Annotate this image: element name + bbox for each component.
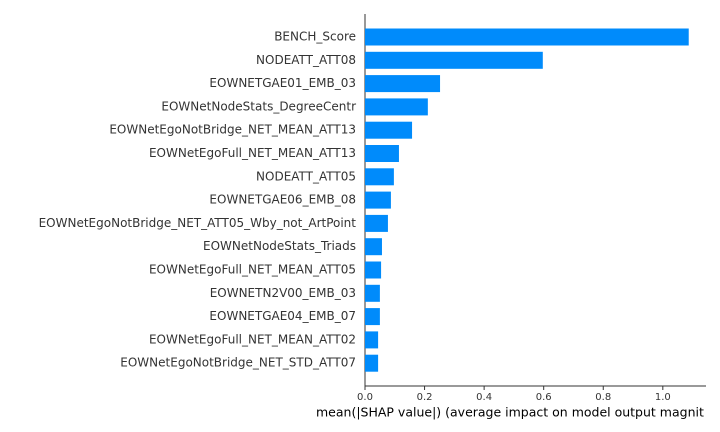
y-tick-label: EOWNetEgoNotBridge_NET_MEAN_ATT13 bbox=[109, 123, 356, 137]
bar bbox=[365, 145, 399, 162]
bar bbox=[365, 28, 689, 46]
y-tick-label: EOWNetEgoFull_NET_MEAN_ATT05 bbox=[149, 263, 356, 277]
y-tick-label: EOWNetNodeStats_DegreeCentr bbox=[161, 99, 356, 113]
bar bbox=[365, 51, 543, 69]
bar bbox=[365, 214, 388, 232]
x-tick-label: 1.0 bbox=[655, 392, 671, 403]
x-tick-label: 0.4 bbox=[476, 392, 492, 403]
x-tick-label: 0.8 bbox=[595, 392, 611, 403]
bar bbox=[365, 238, 382, 256]
bar bbox=[365, 75, 441, 93]
y-tick-label: NODEATT_ATT05 bbox=[256, 169, 356, 183]
x-tick-label: 0.2 bbox=[417, 392, 433, 403]
bar bbox=[365, 284, 380, 302]
bar bbox=[365, 261, 382, 279]
y-tick-label: EOWNETGAE04_EMB_07 bbox=[209, 309, 356, 323]
y-tick-label: EOWNetEgoNotBridge_NET_ATT05_Wby_not_Art… bbox=[39, 216, 357, 230]
bar bbox=[365, 168, 394, 186]
bar bbox=[365, 354, 379, 372]
x-tick-label: 0.0 bbox=[357, 392, 373, 403]
bar bbox=[365, 191, 391, 209]
x-tick-label: 0.6 bbox=[536, 392, 552, 403]
y-tick-label: EOWNetEgoNotBridge_NET_STD_ATT07 bbox=[120, 356, 356, 370]
bar bbox=[365, 121, 413, 139]
bar bbox=[365, 308, 380, 326]
y-tick-label: EOWNETN2V00_EMB_03 bbox=[210, 286, 356, 300]
y-tick-label: EOWNetEgoFull_NET_MEAN_ATT13 bbox=[149, 146, 356, 160]
bar bbox=[365, 98, 428, 116]
y-tick-label: EOWNetEgoFull_NET_MEAN_ATT02 bbox=[149, 332, 356, 346]
y-tick-label: EOWNETGAE06_EMB_08 bbox=[209, 193, 356, 207]
bar bbox=[365, 331, 379, 349]
y-tick-label: BENCH_Score bbox=[274, 30, 356, 44]
x-axis-label: mean(|SHAP value|) (average impact on mo… bbox=[316, 405, 704, 420]
y-tick-label: NODEATT_ATT08 bbox=[256, 53, 356, 67]
y-tick-label: EOWNETGAE01_EMB_03 bbox=[209, 76, 356, 90]
y-tick-label: EOWNetNodeStats_Triads bbox=[203, 239, 356, 253]
